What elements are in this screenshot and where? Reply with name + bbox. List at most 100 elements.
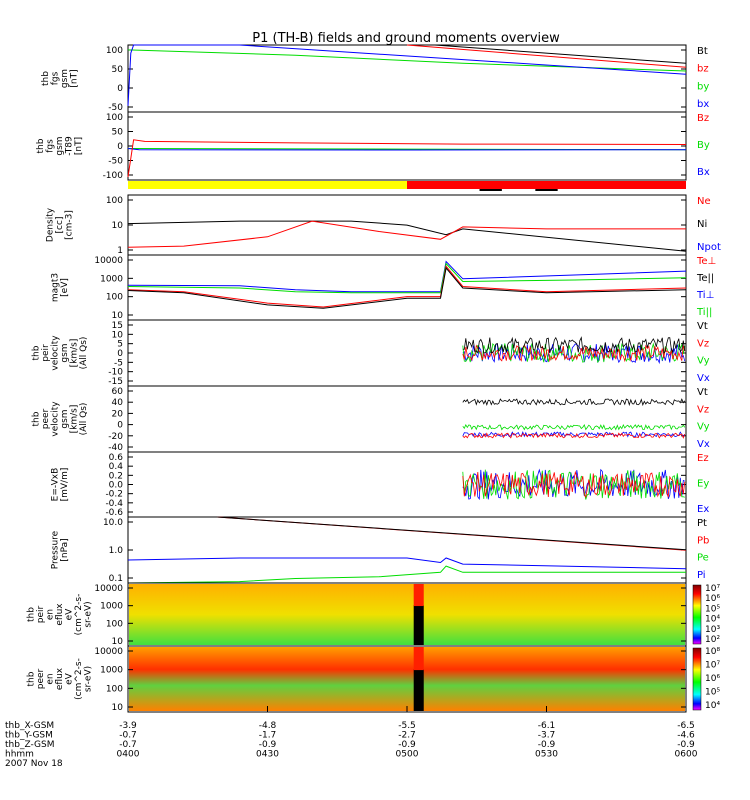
x-row-value: -6.5 — [677, 721, 695, 731]
y-axis-label: velocity — [50, 401, 60, 437]
y-tick-label: -15 — [108, 377, 123, 387]
series-noise-ez — [462, 470, 686, 499]
legend-entry: Vt — [697, 387, 708, 398]
series-noise-vz — [462, 432, 686, 439]
y-axis-label: eV — [65, 608, 75, 621]
y-tick-label: 1000 — [100, 274, 123, 284]
legend-entry: Bt — [697, 46, 708, 57]
legend-entry: Pt — [697, 518, 707, 529]
colorbar-label: 10⁷ — [705, 584, 720, 594]
series-line-pt — [217, 516, 687, 551]
legend-entry: bx — [697, 99, 709, 110]
heatmap-body — [129, 647, 685, 711]
x-row-value: -1.7 — [259, 731, 277, 741]
series-noise-vt — [462, 336, 686, 354]
y-axis-label: thb — [31, 345, 41, 360]
y-tick-label: -40 — [108, 443, 123, 453]
y-axis-label: [cc] — [55, 217, 65, 234]
series-line-ne — [127, 220, 686, 248]
legend-entry: Pb — [697, 535, 709, 546]
colorbar-label: 10² — [705, 635, 720, 645]
y-tick-label: 0.2 — [109, 471, 123, 481]
y-tick-label: 0.1 — [109, 574, 123, 584]
y-axis-label: peir — [36, 605, 46, 623]
y-axis-label: Density — [46, 207, 56, 242]
mode-bar-mark — [479, 189, 502, 191]
x-row-value: -4.8 — [259, 721, 277, 731]
y-axis-label: [nT] — [74, 137, 84, 155]
y-tick-label: -20 — [108, 432, 123, 442]
x-row-value: 0500 — [396, 750, 419, 760]
x-row-label: thb_X-GSM — [5, 721, 54, 731]
legend-entry: Ni — [697, 219, 707, 230]
panel-frame — [127, 451, 687, 518]
colorbar-label: 10⁵ — [705, 604, 720, 614]
legend-entry: Ex — [697, 504, 709, 515]
y-tick-label: 0.6 — [109, 453, 124, 463]
y-tick-label: 50 — [112, 65, 124, 75]
y-tick-label: -10 — [108, 368, 123, 378]
y-axis-label: E=-VxB — [50, 468, 60, 502]
x-row-label: hhmm — [5, 750, 34, 760]
series-noise-ex — [462, 468, 685, 501]
x-row-value: -0.9 — [538, 740, 556, 750]
y-tick-label: 15 — [112, 321, 123, 331]
y-axis-label: magt3 — [50, 273, 60, 302]
y-tick-label: -50 — [108, 103, 123, 113]
y-axis-label: peer — [36, 668, 46, 689]
x-row-value: 0430 — [256, 750, 279, 760]
y-tick-label: 100 — [106, 619, 123, 629]
y-axis-label: eflux — [55, 667, 65, 690]
y-axis-label: [eV] — [60, 278, 70, 297]
legend-entry: Vy — [697, 356, 710, 367]
legend-entry: Vt — [697, 321, 708, 332]
x-row-value: -3.7 — [538, 731, 556, 741]
y-tick-label: 0.0 — [109, 481, 124, 491]
y-axis-label: eV — [65, 672, 75, 685]
y-tick-label: 1000 — [100, 666, 123, 676]
x-row-value: -5.5 — [398, 721, 416, 731]
colorbar-label: 10⁵ — [705, 688, 720, 698]
panel-2: 100 50 0 -50 -100 thb fgs gsm -T89 [nT] Bz By Bx — [36, 111, 710, 181]
colorbar — [692, 647, 702, 711]
y-tick-label: 0 — [117, 349, 123, 359]
panel-8: 10.0 1.0 0.1 Pressure [nPa] Pt Pb Pe Pi — [50, 516, 709, 584]
legend-entry: Ti⊥ — [696, 290, 714, 301]
x-row-value: -0.9 — [398, 740, 416, 750]
y-tick-label: 100 — [106, 46, 123, 56]
y-axis-label: fgs — [46, 139, 56, 153]
y-axis-label: gsm — [60, 69, 70, 88]
legend-entry: Vy — [697, 422, 710, 433]
y-axis-label: peer — [41, 408, 51, 429]
heatmap-gap-top — [413, 647, 424, 671]
y-axis-label: sr-eV) — [84, 666, 94, 692]
y-axis-label: gsm — [60, 343, 70, 362]
x-row-value: 0400 — [117, 750, 140, 760]
panel-frame — [127, 111, 687, 181]
y-tick-label: 10000 — [94, 256, 123, 266]
legend-entry: bz — [697, 64, 709, 75]
x-row-value: -2.7 — [398, 731, 416, 741]
y-tick-label: 100 — [106, 293, 123, 303]
y-axis-label: [km/s] — [69, 339, 79, 368]
mode-bar — [128, 181, 686, 191]
series-line-ni — [127, 220, 687, 252]
y-tick-label: 100 — [106, 684, 123, 694]
y-tick-label: 0.4 — [109, 462, 124, 472]
y-tick-label: 5 — [117, 340, 123, 350]
y-tick-label: 1.0 — [109, 546, 124, 556]
legend-entry: Vz — [697, 404, 709, 415]
x-row-label: thb_Z-GSM — [5, 740, 54, 750]
y-axis-label: [nPa] — [60, 538, 70, 561]
y-tick-label: 100 — [106, 113, 123, 123]
series-line-ti — [127, 262, 687, 294]
x-row-value: -6.1 — [538, 721, 556, 731]
panel-frame — [127, 319, 687, 387]
mode-bar-segment — [407, 181, 686, 189]
heatmap-data-gap — [413, 605, 424, 645]
legend-entry: Pi — [697, 570, 706, 581]
legend-entry: Ez — [697, 453, 709, 464]
y-axis-label: thb — [27, 607, 37, 622]
